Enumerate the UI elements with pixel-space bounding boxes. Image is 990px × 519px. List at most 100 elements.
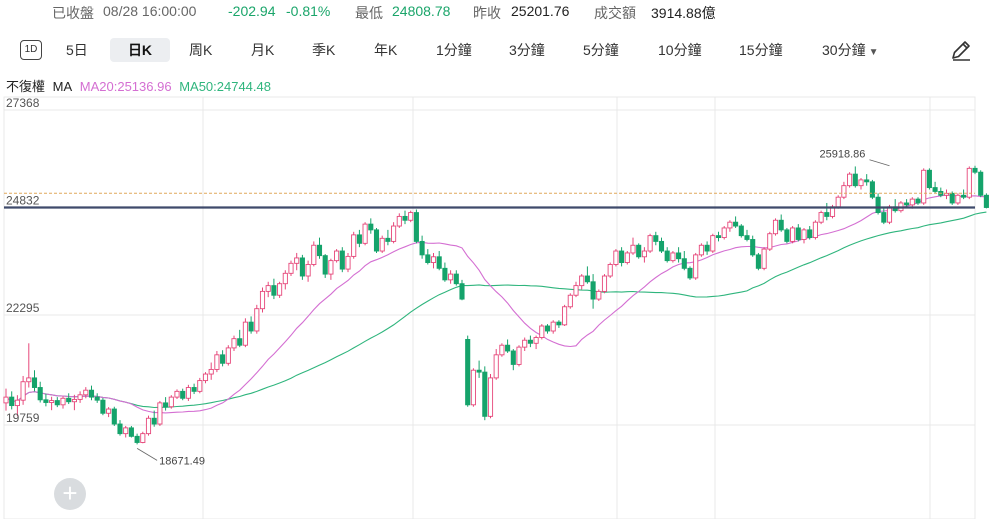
candle-body	[790, 227, 796, 242]
candle-body	[573, 285, 579, 296]
candle-153	[875, 193, 881, 215]
tab-3min[interactable]: 3分鐘	[509, 42, 545, 58]
adjust-mode-label[interactable]: 不復權	[6, 79, 46, 94]
tab-5min[interactable]: 5分鐘	[583, 42, 619, 58]
candle-97	[556, 320, 562, 328]
tab-30min-dropdown[interactable]: 30分鐘 ▼	[816, 38, 884, 62]
candle-body	[3, 396, 9, 404]
tab-15min[interactable]: 15分鐘	[739, 42, 783, 58]
candle-body	[824, 212, 830, 217]
ma-label[interactable]: MA	[52, 79, 73, 94]
quote-datetime: 08/28 16:00:00	[103, 3, 197, 19]
candle-body	[470, 369, 476, 406]
candle-52	[299, 254, 305, 280]
candle-body	[43, 399, 49, 403]
candle-body	[664, 250, 670, 262]
candle-75	[430, 252, 437, 269]
candle-body	[265, 285, 271, 292]
candle-4	[26, 343, 32, 388]
candle-body	[510, 350, 516, 365]
tab-10min[interactable]: 10分鐘	[658, 42, 702, 58]
candle-111	[636, 243, 642, 259]
candle-82	[470, 368, 476, 407]
candle-74	[425, 249, 431, 265]
candle-168	[961, 189, 967, 200]
candle-body	[710, 235, 716, 252]
candle-48	[277, 281, 283, 298]
candle-149	[852, 166, 858, 188]
candle-body	[670, 252, 676, 262]
candle-120	[687, 266, 693, 280]
candle-body	[932, 187, 938, 192]
caret-down-icon: ▼	[868, 47, 879, 58]
tab-month-k[interactable]: 月K	[251, 42, 275, 58]
candle-69	[396, 213, 402, 228]
candle-106	[607, 262, 613, 278]
pencil-icon[interactable]	[948, 38, 974, 64]
candle-114	[653, 231, 659, 246]
candle-body	[619, 250, 625, 264]
candle-169	[966, 166, 972, 200]
candle-body	[487, 377, 494, 417]
candle-body	[641, 250, 647, 258]
candle-124	[710, 233, 716, 253]
candle-body	[106, 408, 112, 414]
candle-body	[835, 196, 841, 208]
candle-28	[163, 397, 169, 411]
candle-body	[237, 338, 243, 346]
candle-body	[151, 417, 157, 425]
candle-78	[448, 270, 454, 284]
ma20-value: MA20:25136.96	[79, 79, 172, 94]
candle-110	[630, 237, 636, 255]
candle-42	[242, 318, 248, 348]
candle-body	[379, 237, 385, 252]
tab-5d[interactable]: 5日	[66, 42, 88, 58]
candle-body	[225, 347, 231, 364]
candle-72	[413, 209, 419, 244]
plus-icon[interactable]: +	[54, 478, 86, 510]
candle-71	[408, 210, 414, 223]
candle-body	[231, 338, 237, 349]
candle-body	[362, 223, 368, 244]
candle-139	[795, 224, 801, 242]
candle-36	[208, 362, 214, 380]
annotation-high: 25918.86	[820, 149, 866, 161]
candle-body	[316, 244, 323, 257]
candle-body	[978, 171, 984, 196]
candle-body	[305, 264, 311, 277]
candle-body	[687, 267, 693, 279]
candle-body	[430, 256, 437, 264]
tab-year-k[interactable]: 年K	[374, 42, 398, 58]
candle-67	[385, 229, 391, 246]
candle-body	[282, 272, 288, 285]
candle-129	[738, 224, 744, 238]
candle-0	[3, 388, 9, 411]
candle-167	[955, 193, 961, 205]
candle-body	[83, 389, 89, 396]
candle-91	[522, 337, 528, 351]
candle-10	[60, 396, 66, 409]
candle-31	[180, 388, 186, 401]
candle-84	[482, 366, 488, 421]
candle-77	[442, 262, 448, 282]
tab-quarter-k[interactable]: 季K	[312, 42, 336, 58]
candle-135	[772, 218, 779, 236]
candle-body	[482, 371, 488, 417]
candle-60	[345, 252, 351, 273]
tab-week-k[interactable]: 周K	[189, 42, 213, 58]
tab-day-k[interactable]: 日K	[110, 38, 170, 62]
candle-body	[26, 377, 32, 383]
volume-label: 成交額	[594, 5, 636, 21]
candle-108	[619, 247, 625, 267]
candle-body	[624, 252, 630, 264]
candle-73	[419, 235, 425, 259]
candle-172	[983, 193, 989, 209]
tab-1d[interactable]: 1D	[20, 40, 42, 60]
candle-body	[54, 400, 60, 406]
candle-body	[271, 285, 277, 296]
candle-55	[316, 237, 323, 259]
tab-1min[interactable]: 1分鐘	[436, 42, 472, 58]
candle-39	[225, 345, 231, 366]
candle-24	[140, 431, 146, 444]
